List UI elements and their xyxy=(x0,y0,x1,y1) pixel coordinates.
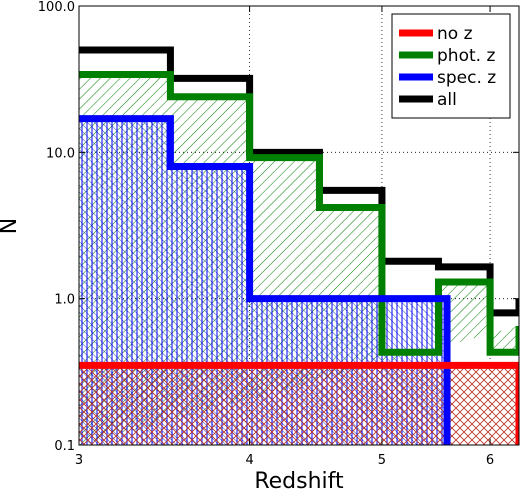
plot-frame xyxy=(78,5,520,446)
legend-label-phot-z: phot. z xyxy=(437,46,495,66)
x-tick-label-3: 6 xyxy=(486,453,494,468)
legend-label-no-z: no z xyxy=(437,24,473,44)
histogram-steps xyxy=(79,46,519,445)
phot-z-step-line xyxy=(79,71,519,356)
y-tick-label-0: 0.1 xyxy=(54,439,75,454)
x-tick-label-1: 4 xyxy=(245,453,253,468)
x-axis-title: Redshift xyxy=(254,469,344,492)
y-tick-label-2: 10.0 xyxy=(46,146,75,161)
no-z-step-line xyxy=(79,361,519,445)
y-axis-title: N xyxy=(0,218,22,234)
y-tick-label-3: 100.0 xyxy=(38,0,75,15)
legend-label-spec-z: spec. z xyxy=(437,68,496,88)
spec-z-step-line xyxy=(79,115,451,445)
no-z-hatch-fill xyxy=(79,365,519,445)
x-tick-label-2: 5 xyxy=(378,453,386,468)
legend-label-all: all xyxy=(437,90,457,110)
x-tick-label-0: 3 xyxy=(75,453,83,468)
y-tick-label-1: 1.0 xyxy=(54,293,75,308)
axis-ticks: 3 4 5 6 0.1 1.0 10.0 100.0 xyxy=(38,0,519,468)
